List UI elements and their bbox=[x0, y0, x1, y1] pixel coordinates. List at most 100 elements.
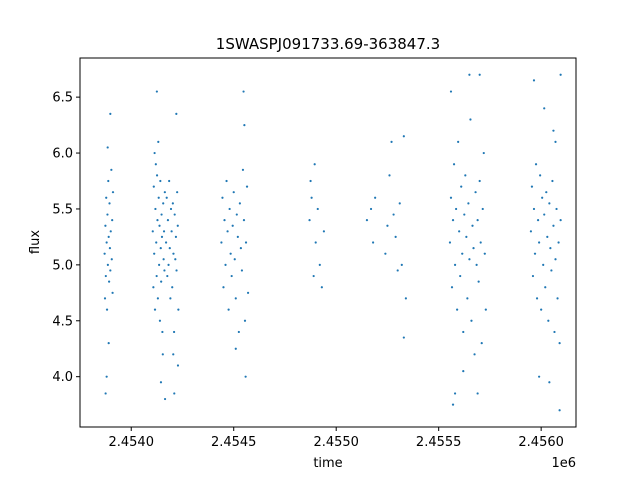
data-point bbox=[467, 202, 470, 205]
data-point bbox=[242, 90, 245, 93]
data-point bbox=[314, 241, 317, 244]
data-point bbox=[176, 364, 180, 367]
data-point bbox=[558, 409, 561, 412]
data-point bbox=[154, 207, 157, 211]
data-point bbox=[171, 202, 174, 205]
data-point bbox=[106, 146, 109, 149]
data-point bbox=[232, 191, 235, 194]
data-point bbox=[313, 163, 316, 166]
data-point bbox=[384, 252, 387, 255]
data-point bbox=[108, 246, 112, 250]
data-point bbox=[462, 369, 465, 373]
data-point bbox=[109, 269, 112, 272]
data-point bbox=[227, 308, 230, 311]
data-point bbox=[107, 179, 110, 183]
data-point bbox=[546, 235, 549, 239]
data-point bbox=[550, 269, 553, 272]
data-point bbox=[456, 308, 459, 311]
data-point bbox=[320, 286, 323, 289]
data-point bbox=[108, 202, 111, 205]
data-point bbox=[223, 219, 226, 222]
data-point bbox=[484, 308, 487, 311]
data-point bbox=[245, 185, 249, 188]
data-point bbox=[243, 319, 247, 322]
data-point bbox=[111, 291, 114, 294]
data-point bbox=[167, 263, 170, 266]
data-point bbox=[541, 196, 544, 199]
data-point bbox=[173, 213, 176, 216]
data-point bbox=[164, 241, 168, 244]
y-tick-label: 4.5 bbox=[52, 314, 73, 329]
data-point bbox=[480, 342, 483, 345]
data-point bbox=[477, 280, 480, 283]
x-axis: 2.4540 2.4545 2.4550 2.4555 2.4560 bbox=[108, 427, 564, 450]
data-point bbox=[552, 224, 555, 227]
data-point bbox=[559, 219, 562, 222]
data-point bbox=[109, 112, 112, 116]
data-point bbox=[228, 207, 231, 211]
data-point bbox=[234, 297, 237, 300]
data-point bbox=[162, 202, 165, 205]
data-point bbox=[398, 202, 401, 205]
data-point bbox=[394, 235, 397, 239]
data-point bbox=[374, 196, 377, 199]
data-point bbox=[478, 179, 481, 183]
data-point bbox=[104, 274, 107, 278]
data-point bbox=[152, 286, 155, 289]
data-point bbox=[532, 79, 536, 82]
data-point bbox=[244, 241, 248, 244]
data-point bbox=[453, 392, 457, 395]
data-point bbox=[177, 308, 180, 311]
data-point bbox=[172, 353, 175, 356]
data-point bbox=[108, 280, 111, 283]
data-point bbox=[556, 297, 559, 300]
data-point bbox=[155, 241, 158, 244]
data-point bbox=[390, 140, 393, 143]
data-point bbox=[110, 258, 113, 261]
x-tick-label: 2.4560 bbox=[518, 435, 564, 450]
data-point bbox=[548, 381, 551, 384]
data-point bbox=[479, 241, 482, 244]
data-point bbox=[466, 297, 469, 300]
data-point bbox=[543, 213, 546, 216]
data-point bbox=[244, 375, 247, 378]
data-point bbox=[461, 252, 464, 255]
data-point bbox=[533, 252, 537, 255]
x-tick-label: 2.4550 bbox=[313, 435, 359, 450]
data-point bbox=[158, 263, 161, 266]
data-point bbox=[155, 174, 159, 177]
data-point bbox=[316, 207, 319, 211]
data-point bbox=[540, 308, 543, 311]
data-point bbox=[471, 224, 474, 227]
data-point bbox=[175, 112, 178, 116]
plot-frame bbox=[79, 57, 577, 428]
data-point bbox=[365, 219, 369, 222]
data-point bbox=[158, 319, 162, 322]
data-point bbox=[152, 185, 155, 188]
data-point bbox=[103, 252, 106, 255]
x-axis-label: time bbox=[313, 456, 342, 471]
data-point bbox=[105, 375, 108, 378]
data-point bbox=[175, 269, 178, 272]
data-point bbox=[463, 213, 466, 216]
data-point bbox=[474, 191, 477, 194]
data-point bbox=[160, 213, 163, 216]
data-point bbox=[452, 163, 456, 166]
data-point bbox=[308, 219, 311, 222]
data-point bbox=[243, 123, 246, 127]
data-point bbox=[107, 235, 110, 239]
data-point bbox=[238, 202, 241, 205]
data-point bbox=[392, 213, 395, 216]
data-point bbox=[104, 224, 107, 227]
data-point bbox=[240, 269, 244, 272]
data-point bbox=[388, 174, 391, 177]
data-point bbox=[464, 174, 467, 177]
data-point bbox=[465, 235, 468, 239]
data-point bbox=[107, 342, 110, 345]
data-point bbox=[221, 196, 224, 199]
data-point bbox=[161, 330, 164, 334]
data-point bbox=[172, 330, 176, 334]
data-point bbox=[104, 392, 107, 395]
data-point bbox=[231, 224, 234, 227]
data-point bbox=[468, 258, 471, 261]
